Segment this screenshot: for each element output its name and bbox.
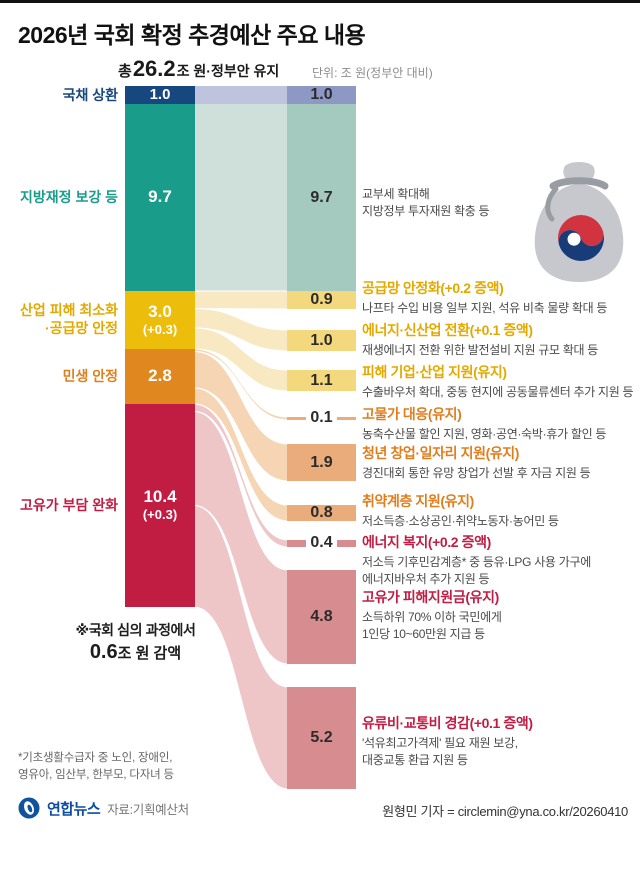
annotation-local: 교부세 확대해 지방정부 투자재원 확충 등 [362, 187, 490, 219]
flow-ribbon [193, 348, 289, 421]
source-value: 1.0 [149, 85, 171, 103]
source-label-industry: 산업 피해 최소화 ·공급망 안정 [0, 302, 118, 337]
source-bar-oil: 10.4 (+0.3) [125, 404, 195, 607]
flow-ribbon [193, 307, 289, 352]
top-border-line [0, 0, 640, 3]
annotation-supply-chain: 공급망 안정화(+0.2 증액) 나프타 수입 비용 일부 지원, 석유 비축 … [362, 280, 608, 315]
source-bar-livelihood: 2.8 [125, 349, 195, 404]
annotation-oil-relief: 고유가 피해지원금(유지) 소득하위 70% 이하 국민에게 1인당 10~60… [362, 589, 502, 641]
unit-note: 단위: 조 원(정부안 대비) [312, 66, 433, 80]
flow-ribbon [193, 350, 289, 482]
target-value: 5.2 [310, 729, 333, 746]
total-subtitle: 총 26.2 조 원·정부안 유지 [118, 56, 279, 82]
korea-government-emblem-icon [558, 215, 604, 261]
target-value: 1.1 [310, 371, 333, 389]
source-bar-local: 9.7 [125, 104, 195, 291]
footnote: *기초생활수급자 중 노인, 장애인, 영유아, 임산부, 한부모, 다자녀 등 [18, 752, 174, 781]
source-delta: (+0.3) [142, 321, 178, 337]
target-value: 0.9 [310, 291, 333, 308]
annotation-energy-industry: 에너지·신산업 전환(+0.1 증액) 재생에너지 전환 위한 발전설비 지원 … [362, 322, 599, 357]
flow-ribbon [194, 86, 288, 104]
target-value: 1.0 [310, 86, 333, 103]
annotation-inflation: 고물가 대응(유지) 농축수산물 할인 지원, 영화·공연·숙박·휴가 할인 등 [362, 406, 607, 441]
reporter-credit: 원형민 기자 = circlemin@yna.co.kr/20260410 [382, 804, 628, 819]
annotation-energy-welfare: 에너지 복지(+0.2 증액) 저소득 기후민감계층* 중 등유·LPG 사용 … [362, 534, 591, 586]
flow-ribbon [193, 504, 289, 790]
annotation-vulnerable: 취약계층 지원(유지) 저소득층·소상공인·취약노동자·농어민 등 [362, 493, 559, 528]
source-delta: (+0.3) [142, 507, 178, 523]
source-value: 2.8 [148, 366, 172, 386]
source-label-livelihood: 민생 안정 [62, 368, 118, 384]
flow-ribbon [193, 387, 289, 522]
source-label-industry-line1: 산업 피해 최소화 [20, 302, 118, 318]
source-label-industry-line2: ·공급망 안정 [45, 319, 118, 336]
flow-ribbon [193, 403, 289, 548]
data-source: 자료:기획예산처 [107, 802, 189, 817]
yonhap-logo-text: 연합뉴스 [47, 800, 101, 818]
target-value: 4.8 [310, 608, 333, 625]
target-bar-youth-jobs: 1.9 [287, 444, 356, 481]
target-bar-damaged-industry: 1.1 [287, 370, 356, 391]
total-value: 26.2 [132, 56, 176, 81]
source-label-debt: 국채 상환 [62, 87, 118, 103]
target-bar-debt: 1.0 [287, 86, 356, 104]
total-suffix: 조 원·정부안 유지 [176, 63, 280, 79]
target-value: 1.0 [310, 331, 333, 349]
target-bar-oil-relief: 4.8 [287, 570, 356, 664]
source-value: 3.0 [148, 301, 172, 321]
target-value-energy-welfare: 0.4 [287, 534, 356, 552]
target-bar-vulnerable: 0.8 [287, 504, 356, 521]
assembly-review-note: ※국회 심의 과정에서 0.6 조 원 감액 [75, 622, 196, 663]
source-value: 9.7 [148, 187, 172, 207]
money-bag-icon [534, 162, 624, 282]
flow-ribbon [193, 410, 289, 665]
page-title: 2026년 국회 확정 추경예산 주요 내용 [18, 22, 366, 48]
target-bar-energy-industry: 1.0 [287, 330, 356, 351]
target-bar-fuel-transport: 5.2 [287, 687, 356, 789]
target-value: 9.7 [310, 188, 333, 206]
annotation-fuel-transport: 유류비·교통비 경감(+0.1 증액) '석유최고가격제' 필요 재원 보강, … [362, 715, 533, 767]
yonhap-logo-icon [18, 797, 40, 819]
annotation-damaged-industry: 피해 기업·산업 지원(유지) 수출바우처 확대, 중동 현지에 공동물류센터 … [362, 364, 634, 399]
target-value: 0.8 [310, 504, 333, 521]
source-label-local: 지방재정 보강 등 [20, 189, 118, 205]
footer-branding: 연합뉴스 자료:기획예산처 [18, 797, 189, 819]
flow-ribbon [193, 290, 289, 310]
target-bar-supply-chain: 0.9 [287, 291, 356, 309]
source-bar-debt: 1.0 [125, 86, 195, 104]
source-bar-industry: 3.0 (+0.3) [125, 291, 195, 349]
annotation-youth-jobs: 청년 창업·일자리 지원(유지) 경진대회 통한 유망 창업가 선발 후 자금 … [362, 445, 591, 480]
source-value: 10.4 [143, 487, 177, 507]
target-value-inflation: 0.1 [287, 409, 356, 427]
total-prefix: 총 [118, 63, 132, 80]
target-value: 1.9 [310, 453, 333, 471]
source-label-oil: 고유가 부담 완화 [20, 497, 118, 513]
flow-ribbon [193, 327, 289, 392]
target-bar-local: 9.7 [287, 104, 356, 291]
flow-ribbon [194, 104, 288, 291]
